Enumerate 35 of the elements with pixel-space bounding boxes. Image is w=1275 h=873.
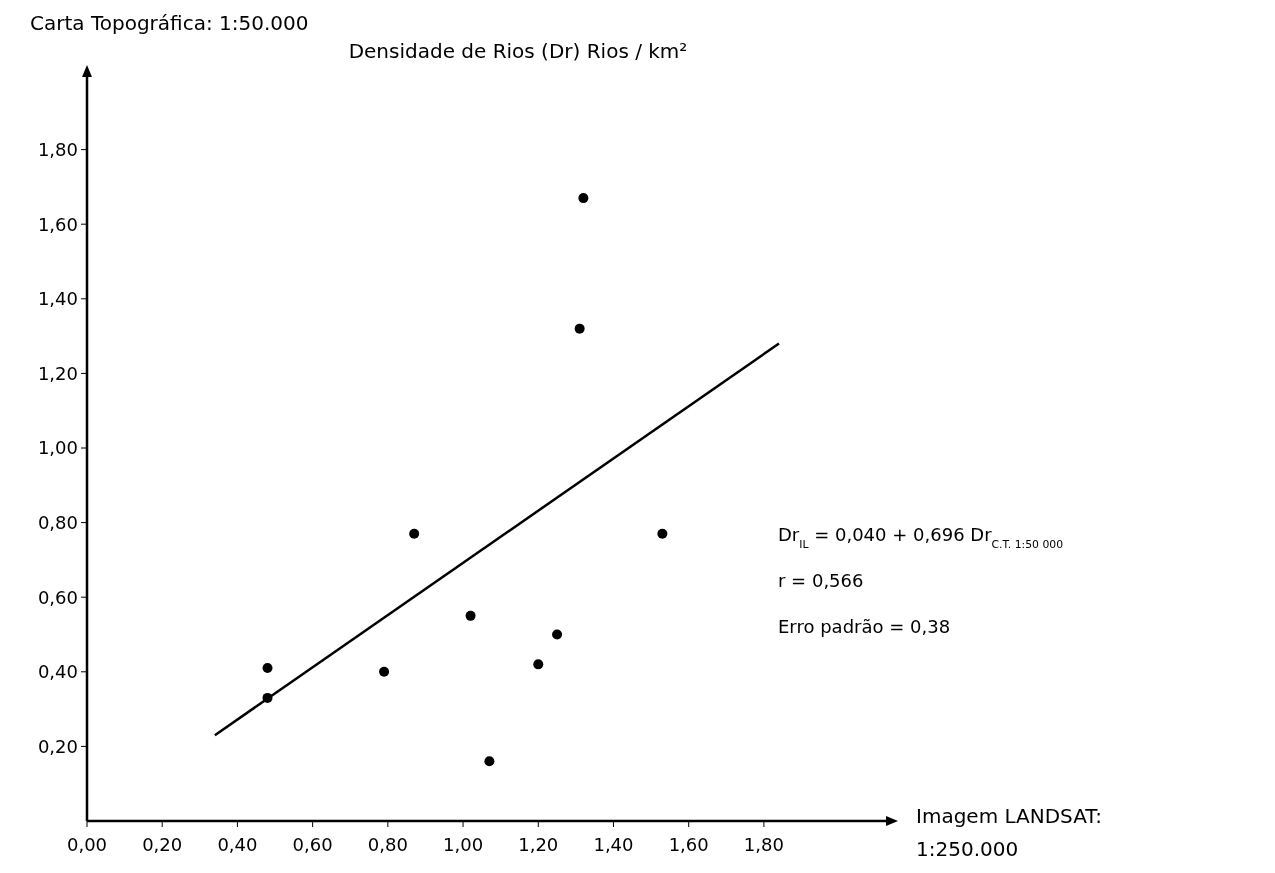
x-tick-label: 1,60 xyxy=(668,834,709,855)
point xyxy=(262,663,273,674)
point xyxy=(379,666,390,677)
annotation: Dr$_{IL}$ = 0,040 + 0,696 Dr$_{C.T. 1:50 000}$ xyxy=(778,524,1064,551)
x-tick-label: 1,20 xyxy=(518,834,559,855)
chart-title: Densidade de Rios (Dr) Rios / km² xyxy=(348,39,688,63)
y-axis-title: Carta Topográfica: 1:50.000 xyxy=(30,11,309,35)
x-tick-label: 1,40 xyxy=(593,834,634,855)
point xyxy=(552,629,563,640)
point xyxy=(574,323,585,334)
y-tick-label: 1,40 xyxy=(37,288,78,310)
x-tick-label: 1,80 xyxy=(743,834,784,855)
point xyxy=(465,610,476,621)
x-tick-label: 0,40 xyxy=(217,834,258,855)
y-tick-label: 0,80 xyxy=(37,511,78,533)
x-axis-title: Imagem LANDSAT: 1:250.000 xyxy=(916,804,1103,861)
y-tick-label: 1,60 xyxy=(37,213,78,235)
point xyxy=(533,659,544,670)
x-tick-label: 0,60 xyxy=(292,834,333,855)
x-tick-label: 1,00 xyxy=(443,834,484,855)
y-tick-label: 0,40 xyxy=(37,661,78,683)
annotation: r = 0,566 xyxy=(778,570,864,591)
y-tick-label: 0,20 xyxy=(37,735,78,757)
y-tick-label: 1,20 xyxy=(37,362,78,384)
x-tick-label: 0,00 xyxy=(66,834,108,855)
point xyxy=(484,756,495,767)
annotation: Erro padrão = 0,38 xyxy=(778,616,951,637)
point xyxy=(657,528,668,539)
y-tick-label: 0,60 xyxy=(37,586,78,608)
point xyxy=(409,528,420,539)
point xyxy=(578,193,589,204)
y-tick-label: 1,00 xyxy=(37,437,78,459)
y-tick-label: 1,80 xyxy=(37,138,78,160)
x-tick-label: 0,20 xyxy=(142,834,183,855)
x-tick-label: 0,80 xyxy=(367,834,408,855)
